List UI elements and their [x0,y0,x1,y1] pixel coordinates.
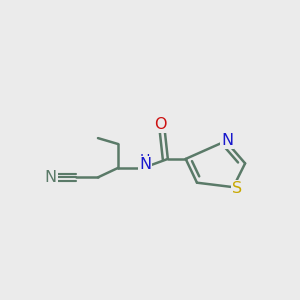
Text: S: S [232,181,242,196]
Text: N: N [221,133,233,148]
Text: N: N [45,169,57,184]
Text: O: O [154,117,167,132]
Text: H: H [140,152,150,167]
Text: N: N [139,157,151,172]
